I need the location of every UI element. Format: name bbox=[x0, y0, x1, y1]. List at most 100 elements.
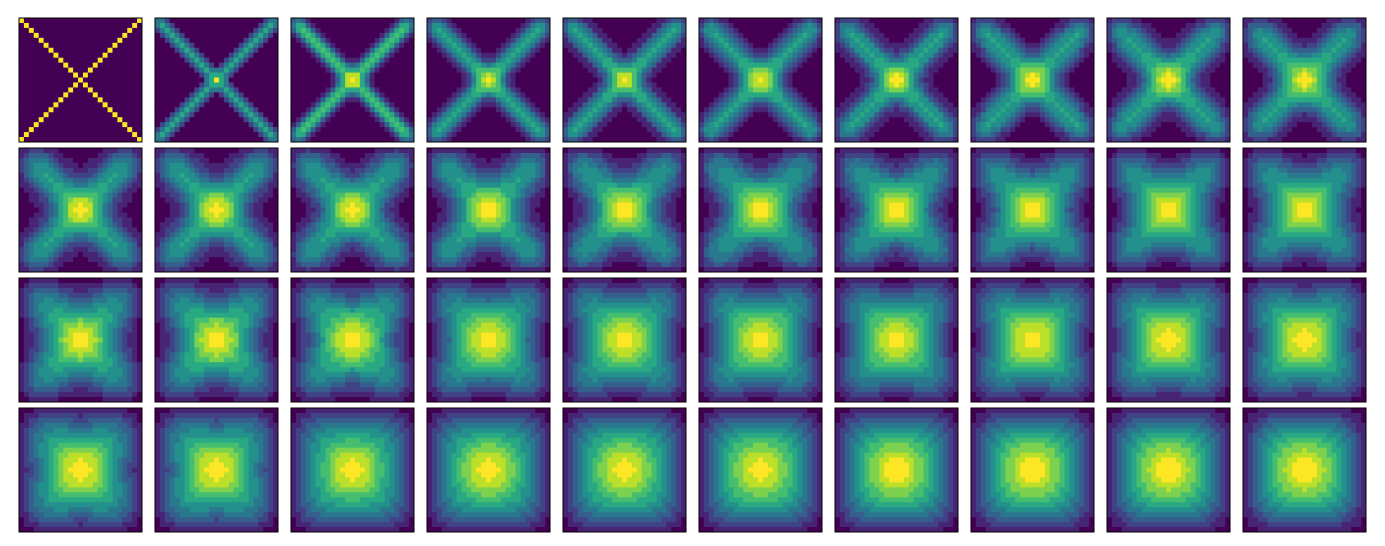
heatmap-cell bbox=[68, 132, 73, 137]
heatmap-cell bbox=[78, 127, 83, 132]
heatmap-cell bbox=[652, 58, 657, 63]
heatmap-cell bbox=[733, 33, 738, 38]
heatmap-cell bbox=[642, 33, 647, 38]
heatmap-cell bbox=[1074, 33, 1079, 38]
heatmap-cell bbox=[1050, 53, 1055, 58]
heatmap-cell bbox=[311, 117, 316, 122]
heatmap-cell bbox=[296, 97, 301, 102]
heatmap-cell bbox=[53, 38, 58, 43]
heatmap-cell bbox=[1020, 97, 1025, 102]
heatmap-cell bbox=[189, 78, 194, 83]
heatmap-cell bbox=[394, 58, 399, 63]
heatmap-cell bbox=[607, 28, 612, 33]
heatmap-cell bbox=[234, 68, 239, 73]
heatmap-cell bbox=[748, 38, 753, 43]
heatmap-cell bbox=[471, 78, 476, 83]
heatmap-cell bbox=[840, 122, 845, 127]
heatmap-cell bbox=[68, 112, 73, 117]
heatmap-cell bbox=[457, 23, 462, 28]
heatmap-cell bbox=[360, 107, 365, 112]
heatmap-cell bbox=[788, 112, 793, 117]
heatmap-cell bbox=[563, 73, 568, 78]
heatmap-cell bbox=[466, 122, 471, 127]
heatmap-cell bbox=[108, 33, 113, 38]
heatmap-cell bbox=[699, 122, 704, 127]
heatmap-cell bbox=[199, 127, 204, 132]
heatmap-cell bbox=[1001, 33, 1006, 38]
heatmap-cell bbox=[311, 58, 316, 63]
heatmap-cell bbox=[253, 28, 258, 33]
heatmap-cell bbox=[704, 97, 709, 102]
heatmap-cell bbox=[122, 127, 127, 132]
heatmap-cell bbox=[350, 107, 355, 112]
heatmap-cell bbox=[389, 53, 394, 58]
heatmap-cell bbox=[19, 78, 24, 83]
heatmap-cell bbox=[49, 87, 54, 92]
heatmap-cell bbox=[58, 82, 63, 87]
heatmap-cell bbox=[325, 132, 330, 137]
heatmap-cell bbox=[758, 33, 763, 38]
heatmap-cell bbox=[321, 117, 326, 122]
heatmap-cell bbox=[330, 18, 335, 23]
heatmap-cell bbox=[244, 23, 249, 28]
heatmap-cell bbox=[593, 43, 598, 48]
heatmap-cell bbox=[792, 112, 797, 117]
heatmap-cell bbox=[325, 102, 330, 107]
heatmap-cell bbox=[899, 28, 904, 33]
heatmap-cell bbox=[345, 82, 350, 87]
heatmap-cell bbox=[1050, 38, 1055, 43]
heatmap-cell bbox=[103, 58, 108, 63]
heatmap-cell bbox=[647, 122, 652, 127]
heatmap-cell bbox=[437, 132, 442, 137]
heatmap-cell bbox=[583, 107, 588, 112]
heatmap-cell bbox=[160, 122, 165, 127]
heatmap-cell bbox=[511, 28, 516, 33]
heatmap-cell bbox=[461, 53, 466, 58]
heatmap-cell bbox=[219, 58, 224, 63]
heatmap-cell bbox=[971, 18, 976, 23]
heatmap-cell bbox=[986, 97, 991, 102]
heatmap-cell bbox=[753, 48, 758, 53]
heatmap-cell bbox=[291, 68, 296, 73]
heatmap-cell bbox=[597, 122, 602, 127]
heatmap-cell bbox=[258, 68, 263, 73]
heatmap-cell bbox=[355, 43, 360, 48]
heatmap-cell bbox=[840, 127, 845, 132]
heatmap-cell bbox=[442, 107, 447, 112]
heatmap-cell bbox=[189, 127, 194, 132]
heatmap-cell bbox=[753, 38, 758, 43]
heatmap-cell bbox=[68, 48, 73, 53]
heatmap-cell bbox=[248, 73, 253, 78]
heatmap-cell bbox=[924, 23, 929, 28]
heatmap-cell bbox=[860, 82, 865, 87]
heatmap-cell bbox=[530, 102, 535, 107]
heatmap-cell bbox=[160, 33, 165, 38]
heatmap-cell bbox=[306, 68, 311, 73]
heatmap-cell bbox=[258, 127, 263, 132]
heatmap-cell bbox=[291, 78, 296, 83]
heatmap-cell bbox=[229, 127, 234, 132]
heatmap-cell bbox=[224, 122, 229, 127]
heatmap-cell bbox=[719, 87, 724, 92]
heatmap-cell bbox=[44, 48, 49, 53]
heatmap-cell bbox=[753, 122, 758, 127]
heatmap-cell bbox=[263, 107, 268, 112]
heatmap-cell bbox=[879, 87, 884, 92]
heatmap-cell bbox=[486, 38, 491, 43]
heatmap-cell bbox=[1020, 107, 1025, 112]
heatmap-cell bbox=[802, 82, 807, 87]
heatmap-cell bbox=[1030, 122, 1035, 127]
heatmap-cell bbox=[496, 28, 501, 33]
heatmap-cell bbox=[840, 43, 845, 48]
heatmap-cell bbox=[976, 87, 981, 92]
heatmap-cell bbox=[753, 68, 758, 73]
heatmap-cell bbox=[938, 102, 943, 107]
heatmap-cell bbox=[763, 63, 768, 68]
heatmap-cell bbox=[540, 38, 545, 43]
heatmap-cell bbox=[1001, 97, 1006, 102]
heatmap-cell bbox=[714, 117, 719, 122]
heatmap-cell bbox=[209, 38, 214, 43]
heatmap-cell bbox=[1010, 68, 1015, 73]
heatmap-cell bbox=[239, 38, 244, 43]
heatmap-cell bbox=[656, 33, 661, 38]
